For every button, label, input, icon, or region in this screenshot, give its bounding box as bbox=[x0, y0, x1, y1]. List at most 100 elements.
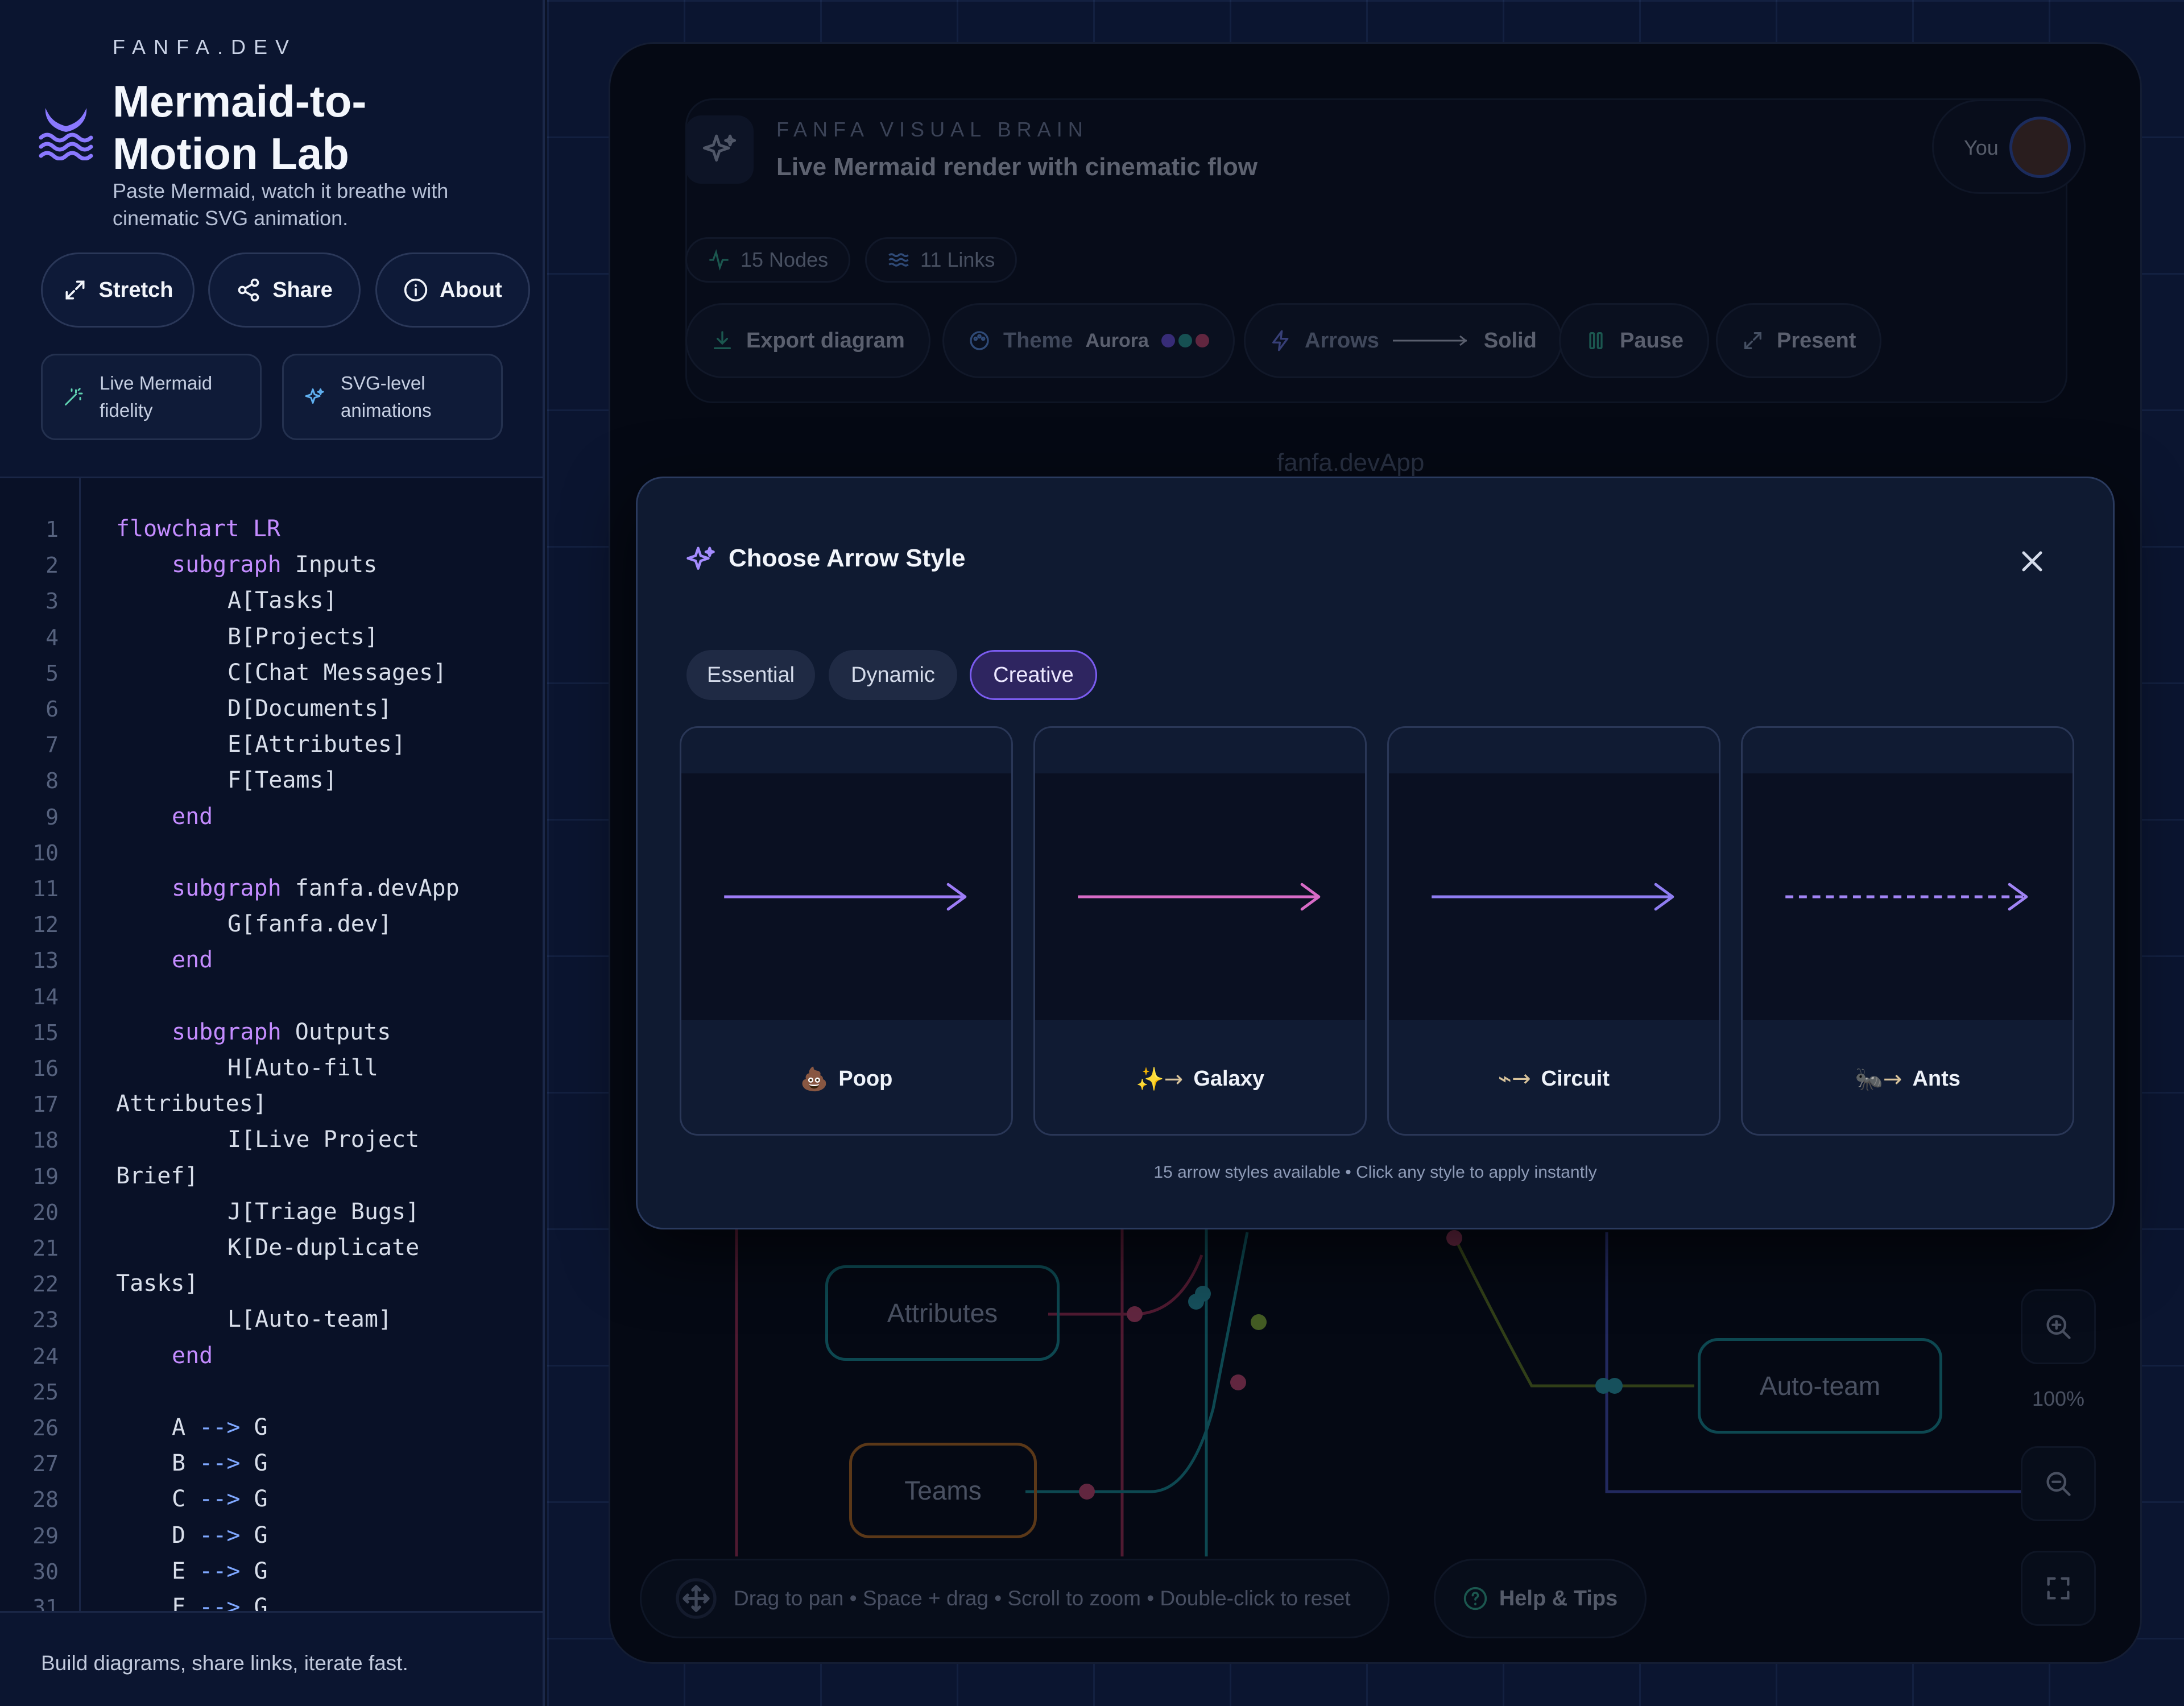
arrow-style-glyph: 💩 bbox=[800, 1066, 829, 1092]
help-label: Help & Tips bbox=[1499, 1586, 1618, 1610]
arrow-style-name: Circuit bbox=[1541, 1066, 1610, 1091]
code-line: G[fanfa.dev] bbox=[228, 911, 392, 937]
arrow-style-ants[interactable]: 🐜→ Ants bbox=[1741, 726, 2074, 1136]
arrow-preview-icon bbox=[724, 883, 967, 911]
code-text: Outputs bbox=[281, 1018, 391, 1045]
share-label: Share bbox=[272, 278, 333, 302]
avatar[interactable] bbox=[2009, 117, 2071, 178]
code-line: C --> G bbox=[172, 1486, 268, 1512]
code-text: I[Live Project bbox=[228, 1127, 420, 1153]
theme-dot bbox=[1161, 334, 1175, 347]
tab-essential[interactable]: Essential bbox=[686, 650, 815, 700]
code-line: subgraph Inputs bbox=[172, 552, 377, 578]
arrow-style-galaxy[interactable]: ✨→ Galaxy bbox=[1033, 726, 1367, 1136]
code-text: Inputs bbox=[281, 552, 378, 578]
theme-dot bbox=[1178, 334, 1192, 347]
hint-bar: Drag to pan • Space + drag • Scroll to z… bbox=[640, 1559, 1389, 1638]
header-icon bbox=[685, 115, 754, 184]
line-number: 6 bbox=[46, 697, 59, 722]
wand-icon bbox=[65, 388, 83, 405]
line-number: 15 bbox=[32, 1020, 59, 1045]
zoom-in-button[interactable] bbox=[2021, 1289, 2096, 1364]
arrow-preview-icon bbox=[1392, 335, 1467, 346]
node-auto-team[interactable]: Auto-team bbox=[1698, 1338, 1942, 1434]
hint-text: Drag to pan • Space + drag • Scroll to z… bbox=[734, 1587, 1351, 1610]
line-number: 18 bbox=[32, 1128, 59, 1153]
ghost-label: fanfa.devApp bbox=[1277, 449, 1425, 477]
line-number: 7 bbox=[46, 732, 59, 758]
code-line: F --> G bbox=[172, 1594, 268, 1611]
code-keyword: end bbox=[172, 947, 213, 974]
zoom-out-icon bbox=[2046, 1472, 2071, 1496]
code-keyword: end bbox=[172, 1342, 213, 1369]
theme-dot bbox=[1195, 334, 1209, 347]
code-arrow: --> bbox=[199, 1558, 241, 1584]
line-number: 16 bbox=[32, 1056, 59, 1081]
theme-dots bbox=[1161, 334, 1209, 347]
share-icon bbox=[238, 278, 259, 302]
line-number: 2 bbox=[46, 553, 59, 578]
modal-footer: 15 arrow styles available • Click any st… bbox=[1153, 1163, 1597, 1182]
arrow-style-poop[interactable]: 💩 Poop bbox=[680, 726, 1013, 1136]
arrow-preview-icon bbox=[1785, 883, 2028, 911]
code-arrow: --> bbox=[199, 1486, 241, 1513]
code-edge: B --> G bbox=[172, 1450, 268, 1477]
node-teams[interactable]: Teams bbox=[849, 1443, 1037, 1538]
code-edge: C --> G bbox=[172, 1486, 268, 1513]
arrow-style-label: 🐜→ Ants bbox=[1743, 1020, 2073, 1134]
close-icon[interactable] bbox=[2015, 544, 2049, 578]
arrow-preview-icon bbox=[1432, 883, 1674, 911]
bolt-icon bbox=[1272, 330, 1289, 351]
feature-live-mermaid: Live Mermaid fidelity bbox=[41, 354, 262, 440]
share-button[interactable]: Share bbox=[208, 252, 361, 328]
code-line: H[Auto-fill bbox=[228, 1055, 378, 1081]
stretch-button[interactable]: Stretch bbox=[41, 252, 195, 328]
arrow-style-name: Poop bbox=[838, 1066, 893, 1091]
links-chip: 11 Links bbox=[865, 237, 1017, 283]
line-number: 3 bbox=[46, 589, 59, 614]
nodes-count: 15 Nodes bbox=[741, 248, 829, 271]
help-button[interactable]: Help & Tips bbox=[1434, 1559, 1647, 1638]
export-button[interactable]: Export diagram bbox=[685, 303, 930, 378]
code-text: fanfa.devApp bbox=[281, 875, 460, 901]
present-button[interactable]: Present bbox=[1716, 303, 1882, 378]
code-line: Tasks] bbox=[116, 1270, 198, 1297]
node-attributes[interactable]: Attributes bbox=[825, 1265, 1060, 1361]
present-label: Present bbox=[1777, 328, 1856, 353]
brand-title: Mermaid-to-Motion Lab bbox=[113, 76, 367, 179]
tab-creative[interactable]: Creative bbox=[970, 650, 1097, 700]
pause-button[interactable]: Pause bbox=[1559, 303, 1709, 378]
feature-label: Live Mermaid fidelity bbox=[100, 372, 213, 421]
zoom-out-button[interactable] bbox=[2021, 1446, 2096, 1521]
code-line: flowchart LR bbox=[116, 516, 280, 542]
code-editor[interactable]: 1 2 3 4 5 6 7 8 9 10 11 12 13 14 15 16 17 18 19 20 21 22 23 24 2… bbox=[0, 477, 543, 1613]
modal-title: Choose Arrow Style bbox=[729, 544, 966, 572]
links-count: 11 Links bbox=[920, 248, 995, 271]
palette-icon bbox=[970, 331, 989, 350]
arrow-style-circuit[interactable]: ⌁→ Circuit bbox=[1387, 726, 1720, 1136]
code-text: G[fanfa.dev] bbox=[228, 911, 392, 938]
line-number: 28 bbox=[32, 1487, 59, 1513]
expand-icon bbox=[65, 280, 85, 300]
code-text: E[Attributes] bbox=[228, 731, 406, 758]
arrows-button[interactable]: Arrows Solid bbox=[1244, 303, 1562, 378]
user-label: You bbox=[1964, 136, 1999, 159]
theme-button[interactable]: Theme Aurora bbox=[942, 303, 1235, 378]
about-button[interactable]: About bbox=[375, 252, 530, 328]
arrow-preview-icon bbox=[1078, 883, 1321, 911]
code-text: J[Triage Bugs] bbox=[228, 1198, 420, 1225]
fit-screen-button[interactable] bbox=[2021, 1551, 2096, 1626]
sparkles-icon bbox=[702, 134, 737, 162]
stretch-label: Stretch bbox=[98, 278, 173, 302]
code-arrow: --> bbox=[199, 1450, 241, 1477]
tab-dynamic[interactable]: Dynamic bbox=[829, 650, 957, 700]
line-number: 31 bbox=[32, 1595, 59, 1613]
line-number: 8 bbox=[46, 768, 59, 794]
code-line: E[Attributes] bbox=[228, 731, 406, 757]
fullscreen-icon bbox=[2047, 1577, 2070, 1600]
code-line: end bbox=[172, 804, 213, 830]
arrow-head bbox=[946, 883, 967, 911]
code-line: end bbox=[172, 947, 213, 973]
zoom-in-icon bbox=[2046, 1315, 2071, 1339]
diagram-edges bbox=[735, 1215, 2040, 1556]
